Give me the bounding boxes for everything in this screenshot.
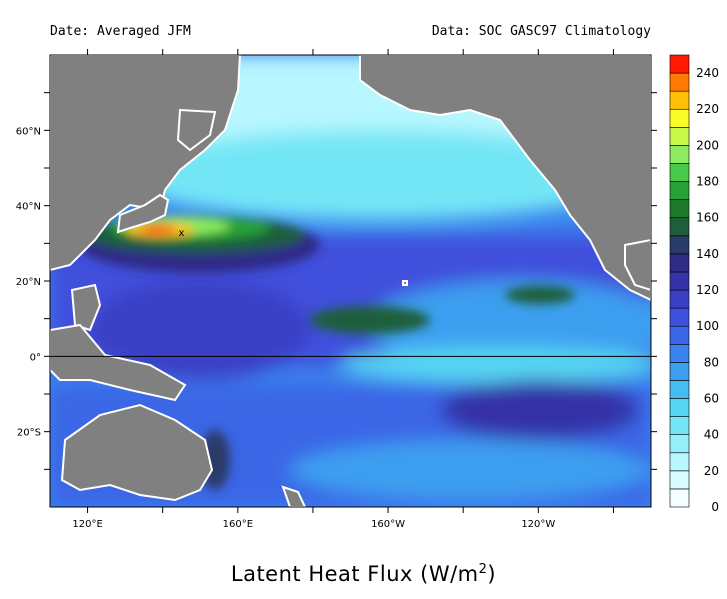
colorbar-swatch — [669, 271, 690, 291]
colorbar-label: 140 — [696, 247, 719, 261]
lon-tick-label: 160°E — [223, 519, 253, 530]
map-area: x — [50, 55, 651, 507]
colorbar-swatch — [669, 127, 690, 146]
colorbar-swatch — [669, 452, 690, 472]
colorbar-swatch — [669, 343, 690, 363]
max-marker: x — [178, 228, 184, 239]
colorbar-swatch — [669, 108, 690, 128]
land-new-zealand — [281, 485, 307, 507]
lon-tick-label: 160°W — [371, 519, 405, 530]
colorbar-label: 160 — [696, 211, 719, 225]
land-australia — [60, 403, 214, 502]
colorbar-label: 180 — [696, 175, 719, 189]
colorbar-swatch — [669, 181, 690, 200]
land-mexico — [624, 238, 651, 292]
colorbar-swatch — [669, 54, 690, 74]
land-kamchatka — [176, 108, 217, 152]
lat-tick-label: 60°N — [16, 126, 41, 137]
lat-tick-label: 40°N — [16, 202, 41, 213]
colorbar-swatch — [669, 398, 690, 417]
colorbar-swatch — [669, 380, 690, 399]
flux-west-pacific — [90, 280, 310, 380]
colorbar-swatch — [669, 72, 690, 92]
colorbar-swatch — [669, 253, 690, 273]
colorbar-label: 40 — [704, 428, 719, 442]
colorbar-label: 80 — [704, 355, 719, 369]
figure-title: Latent Heat Flux (W/m2) — [0, 562, 727, 586]
land-japan — [116, 193, 170, 234]
colorbar-swatch — [669, 235, 690, 255]
colorbar-swatch — [669, 199, 690, 219]
colorbar-swatch — [669, 217, 690, 237]
flux-kuroshio-max — [140, 225, 176, 233]
flux-south-east — [440, 380, 640, 440]
colorbar-label: 100 — [696, 319, 719, 333]
colorbar-label: 220 — [696, 102, 719, 116]
lon-tick-label: 120°E — [72, 519, 102, 530]
land-indonesia — [50, 323, 187, 402]
lat-tick-label: 20°N — [16, 277, 41, 288]
latitude-axis: 60°N 40°N 20°N 0° 20°S — [16, 92, 657, 470]
flux-south-lower — [290, 440, 650, 500]
land — [50, 55, 651, 507]
title-superscript: 2 — [478, 562, 488, 577]
colorbar-swatch — [669, 416, 690, 435]
colorbar-label: 120 — [696, 283, 719, 297]
flux-maxima — [80, 216, 575, 490]
colorbar-swatch — [669, 470, 690, 490]
colorbar-swatch — [669, 307, 690, 327]
land-philippines — [70, 283, 102, 332]
lon-tick-label: 120°W — [521, 519, 555, 530]
colorbar-swatch — [669, 362, 690, 381]
colorbar-label: 60 — [704, 392, 719, 406]
date-label: Date: Averaged JFM — [50, 24, 191, 39]
land-north-america — [359, 55, 651, 302]
lat-tick-label: 0° — [30, 352, 41, 363]
colorbar-swatch — [669, 325, 690, 345]
flux-central-band — [310, 306, 430, 334]
colorbar-swatch — [669, 90, 690, 110]
colorbar: 0 20 40 60 80 100 120 140 160 180 200 220 240 — [669, 54, 719, 514]
land-hawaii — [402, 280, 408, 286]
colorbar-swatch — [669, 163, 690, 182]
longitude-axis: 120°E 160°E 160°W 120°W — [72, 49, 614, 530]
colorbar-label: 240 — [696, 66, 719, 80]
flux-equatorial-east — [340, 347, 651, 383]
dataset-label: Data: SOC GASC97 Climatology — [431, 24, 651, 39]
colorbar-label: 20 — [704, 464, 719, 478]
colorbar-swatch — [669, 289, 690, 309]
colorbar-swatch — [669, 145, 690, 164]
colorbar-label: 200 — [696, 138, 719, 152]
flux-east-band — [505, 286, 575, 304]
title-text: Latent Heat Flux (W/m — [230, 562, 479, 586]
lat-tick-label: 20°S — [17, 428, 41, 439]
flux-band-subarctic — [120, 130, 640, 220]
colorbar-label: 0 — [711, 500, 719, 514]
title-close: ) — [487, 562, 497, 586]
colorbar-swatch — [669, 434, 690, 454]
flux-east-pacific — [370, 280, 651, 370]
colorbar-swatch — [669, 488, 690, 508]
